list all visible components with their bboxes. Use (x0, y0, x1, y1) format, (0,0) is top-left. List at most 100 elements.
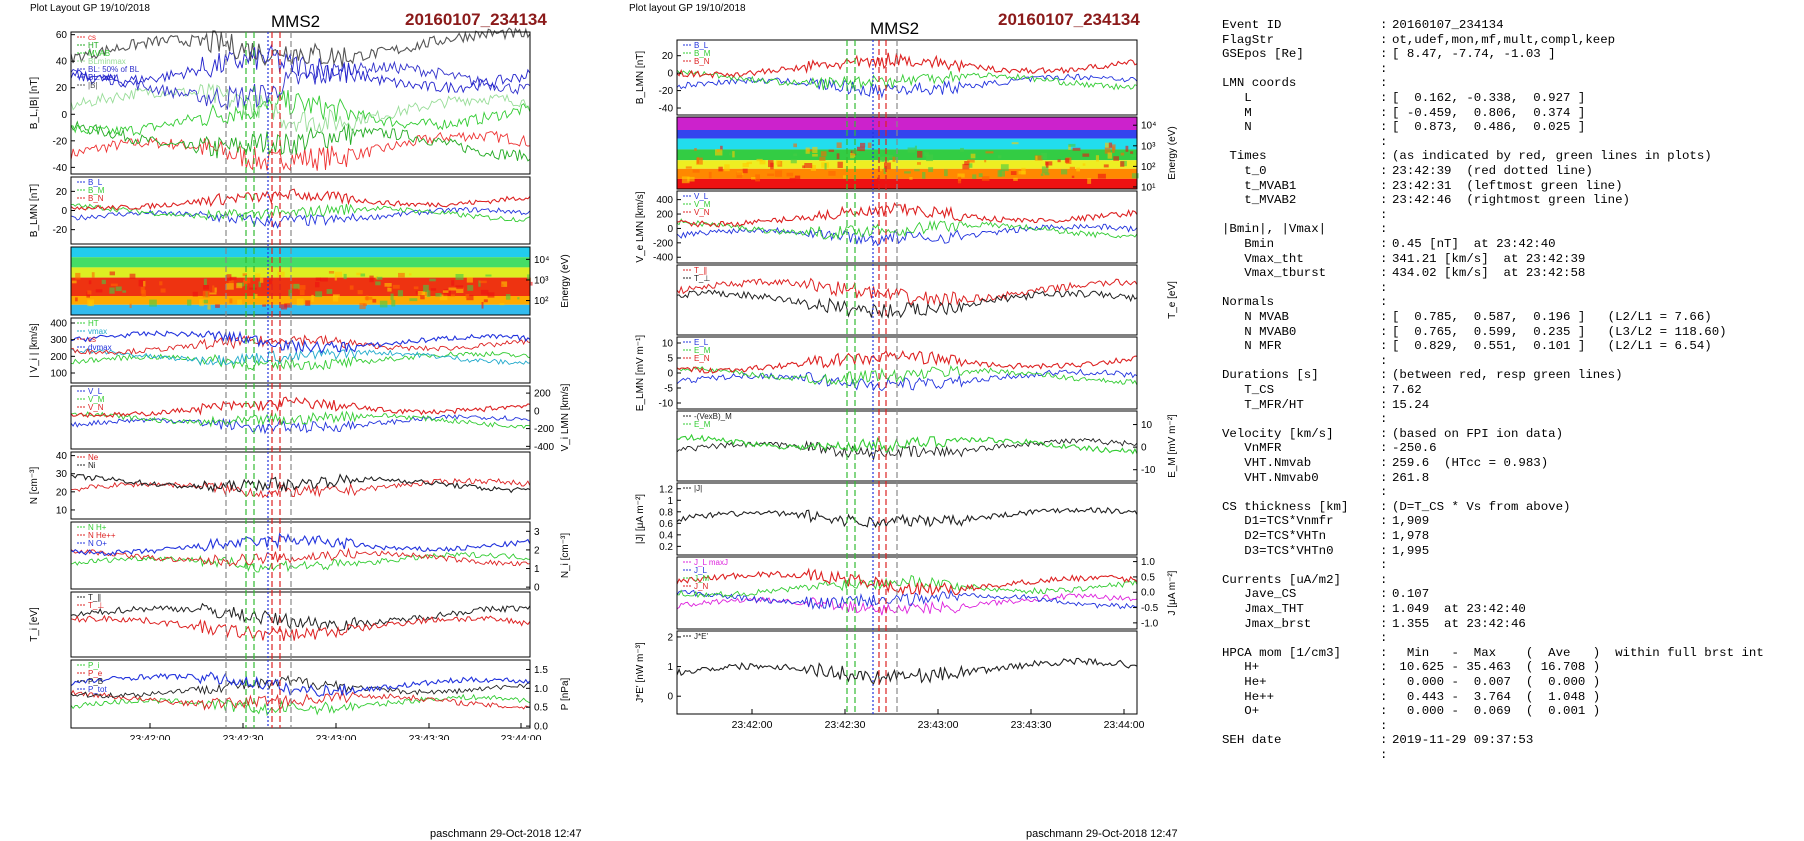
spectrogram-speck (160, 288, 166, 293)
spectrogram-speck (789, 177, 796, 183)
info-colon: : (1380, 222, 1388, 237)
legend-entry: P_tot (88, 685, 107, 694)
spectrogram-speck (397, 290, 403, 297)
spectrogram-speck (315, 277, 321, 281)
spectrogram-speck (1072, 147, 1081, 151)
spectrogram-speck (129, 303, 132, 308)
spectrogram-speck (877, 177, 880, 182)
info-value: 0.107 (1392, 587, 1430, 602)
spectrogram-speck (333, 294, 340, 298)
info-colon: : (1380, 193, 1388, 208)
info-colon: : (1380, 237, 1388, 251)
info-label: t_0 (1222, 164, 1267, 178)
y-tick-label: -200 (653, 238, 673, 249)
axis-label-m7: |J| [μA m⁻²] (635, 494, 646, 544)
spectrogram-speck (985, 151, 994, 154)
info-label: Currents [uA/m2] (1222, 572, 1341, 587)
spectrogram-speck (1082, 153, 1090, 157)
spectrogram-speck (91, 272, 95, 278)
spectrogram-speck (326, 289, 333, 294)
info-colon: : (1380, 412, 1388, 427)
info-label: Durations [s] (1222, 368, 1319, 383)
series--b--line (70, 27, 531, 67)
legend-entry: B_N (88, 194, 104, 203)
spectrogram-speck (984, 159, 987, 163)
info-colon: : (1380, 353, 1388, 368)
spectrogram-speck (109, 271, 115, 276)
spectrogram-speck (1120, 161, 1125, 167)
info-value: 261.8 (1392, 470, 1430, 485)
y-tick-label: 1.5 (534, 665, 548, 676)
info-value: 0.000 - 0.069 ( 0.001 ) (1392, 704, 1601, 719)
spectrogram-speck (885, 155, 893, 159)
legend-entry: V_M (88, 395, 105, 404)
y-tick-label: 10³ (534, 275, 549, 286)
spectrogram-speck (88, 280, 92, 285)
info-colon: : (1380, 207, 1388, 222)
info-colon: : (1380, 748, 1388, 762)
info-label: L (1222, 91, 1252, 105)
spectrogram-speck (867, 142, 872, 149)
info-label: H+ (1222, 660, 1260, 675)
legend-entry: BLminmax (88, 57, 126, 66)
info-value: 1,978 (1392, 529, 1430, 543)
spectrogram-speck (392, 284, 400, 289)
spectrogram-speck (1113, 156, 1119, 161)
spectrogram-speck (448, 287, 457, 291)
spectrogram-band (677, 117, 1137, 130)
y-tick-label: 40 (56, 451, 68, 462)
spectrogram-speck (398, 272, 405, 278)
axis-label-m2: Energy (eV) (1167, 126, 1178, 179)
series-b-l-line (70, 206, 531, 229)
time-tick-label: 23:42:00 (130, 733, 171, 740)
y-tick-label: 20 (662, 51, 674, 62)
spectrogram-speck (836, 153, 840, 160)
y-tick-label: 0 (534, 406, 540, 417)
spectrogram-speck (1018, 171, 1026, 175)
spectrogram-speck (837, 161, 843, 168)
y-tick-label: 10¹ (1141, 182, 1156, 193)
series-v-m-line (70, 410, 531, 429)
spectrogram-speck (485, 274, 492, 277)
info-value: 15.24 (1392, 397, 1430, 412)
spectrogram-speck (1068, 143, 1076, 147)
y-tick-label: -10 (1141, 465, 1156, 476)
legend-entry: B_L (694, 41, 709, 50)
spectrogram-speck (455, 285, 464, 290)
info-value: (between red, resp green lines) (1392, 368, 1623, 383)
legend-entry: P_e (88, 669, 103, 678)
legend-entry: T_⊥ (88, 601, 104, 610)
spectrogram-speck (850, 153, 856, 159)
spectrogram-speck (242, 273, 247, 277)
spectrogram-speck (756, 158, 763, 162)
info-value: 23:42:31 (leftmost green line) (1392, 178, 1623, 193)
spectrogram-speck (258, 281, 261, 288)
spectrogram-speck (962, 163, 970, 170)
y-tick-label: 0 (1141, 443, 1147, 454)
y-tick-label: 0.6 (659, 519, 673, 530)
series-b-n-line (676, 52, 1138, 79)
spectrogram-speck (364, 296, 373, 300)
series-t-par-line (676, 277, 1138, 307)
spectrogram-speck (884, 162, 891, 170)
spectrogram-band (677, 160, 1137, 169)
spectrogram-speck (465, 294, 470, 298)
y-tick-label: -400 (653, 253, 673, 264)
axis-label-m9: J*E' [nW m⁻³] (635, 642, 646, 703)
y-tick-label: -200 (534, 424, 554, 435)
time-tick-label: 23:44:00 (501, 733, 542, 740)
spectrogram-speck (681, 176, 690, 184)
info-colon: : (1380, 572, 1388, 587)
legend-entry: B_M (694, 49, 711, 58)
series-bl-brst-line (70, 44, 531, 94)
info-label: D3=TCS*VHTn0 (1222, 543, 1334, 558)
info-colon: : (1380, 631, 1388, 646)
y-tick-label: 1 (534, 564, 540, 575)
info-value: [ 8.47, -7.74, -1.03 ] (1392, 47, 1556, 62)
spectrogram-speck (86, 291, 90, 298)
spectrogram-speck (1130, 151, 1134, 154)
spectrogram-band (677, 138, 1137, 150)
